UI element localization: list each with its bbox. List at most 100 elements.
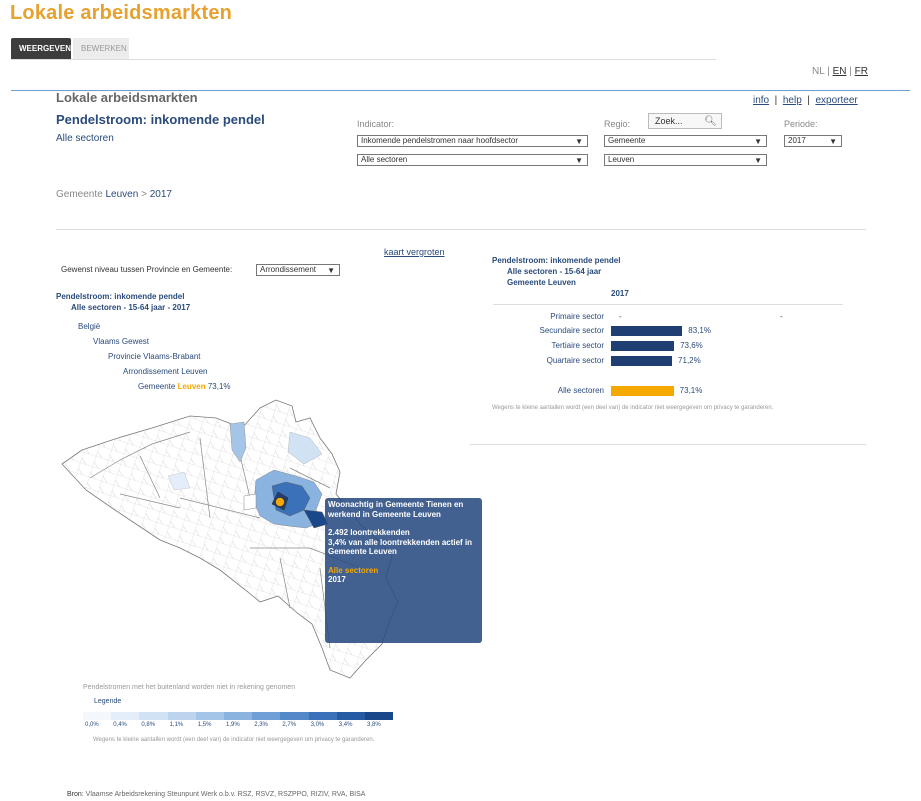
legend-swatch <box>111 712 140 720</box>
highlight-area-north[interactable] <box>229 421 247 463</box>
tree-country[interactable]: België <box>78 322 101 331</box>
tree-municipality-name[interactable]: Leuven <box>177 382 206 391</box>
level-control: Gewenst niveau tussen Provincie en Gemee… <box>61 265 232 274</box>
bar[interactable] <box>611 356 673 366</box>
bar[interactable] <box>611 386 674 396</box>
chart-title-line1: Pendelstroom: inkomende pendel <box>492 256 621 265</box>
dropdown-arrow-icon: ▼ <box>754 137 762 146</box>
dropdown-arrow-icon: ▼ <box>327 266 335 275</box>
lang-fr[interactable]: FR <box>854 66 868 77</box>
info-link[interactable]: info <box>753 95 770 106</box>
tooltip-line1-prefix: Woonachtig in <box>328 500 383 509</box>
regio-label: Regio: <box>604 119 631 129</box>
language-switcher: NL | EN | FR <box>812 66 868 77</box>
regio-type-value: Gemeente <box>608 136 646 145</box>
legend-tick-label: 1,9% <box>226 722 240 728</box>
bar[interactable] <box>611 341 675 351</box>
chart-title-line3: Gemeente Leuven <box>507 278 576 287</box>
leuven-marker[interactable] <box>275 497 285 507</box>
bar-category-label: Tertiaire sector <box>551 341 604 350</box>
bar-category-label: Secundaire sector <box>539 326 604 335</box>
legend-swatch <box>252 712 281 720</box>
tooltip-share-place: Gemeente Leuven <box>328 547 397 556</box>
regio-value: Leuven <box>608 155 635 164</box>
top-links: info | help | exporteer <box>753 95 858 106</box>
legend-swatch <box>223 712 253 720</box>
tooltip-share: 3,4% van alle loontrekkenden actief in <box>328 537 473 547</box>
indicator-title: Pendelstroom: inkomende pendel <box>56 112 265 127</box>
lang-nl[interactable]: NL <box>812 66 825 77</box>
legend-tick-label: 1,1% <box>169 722 184 728</box>
legend-swatch <box>83 712 112 720</box>
lang-en[interactable]: EN <box>832 66 847 77</box>
tab-bewerken[interactable]: BEWERKEN <box>73 38 129 59</box>
sector-subtitle: Alle sectoren <box>56 133 114 144</box>
belgium-map[interactable] <box>60 398 400 683</box>
highlight-area-west[interactable] <box>167 471 191 491</box>
source-label: Bron <box>67 791 82 798</box>
level-select[interactable]: Arrondissement ▼ <box>256 264 340 276</box>
breadcrumb-year: 2017 <box>149 189 172 200</box>
bar-category-label: Quartaire sector <box>546 356 604 365</box>
highlight-area-northeast[interactable] <box>287 431 323 465</box>
bar-value-label: 71,2% <box>678 356 701 365</box>
chart-year-header: 2017 <box>611 289 629 298</box>
legend-swatch <box>280 712 309 720</box>
legend-swatch <box>139 712 168 720</box>
periode-value: 2017 <box>788 136 806 145</box>
legend-title: Legende <box>94 698 122 705</box>
breadcrumb-separator: > <box>141 189 147 200</box>
bar[interactable] <box>611 326 683 336</box>
indicator-select[interactable]: Inkomende pendelstromen naar hoofdsector… <box>357 135 588 147</box>
regio-type-select[interactable]: Gemeente ▼ <box>604 135 767 147</box>
tree-arrondissement[interactable]: Arrondissement Leuven <box>123 367 208 376</box>
tree-municipality-prefix: Gemeente <box>138 382 176 391</box>
bar-value-label: 83,1% <box>688 326 711 335</box>
tooltip-count: 2.492 loontrekkenden <box>328 528 410 537</box>
search-input[interactable]: Zoek... 🔍︎ <box>648 113 722 129</box>
tab-weergeven[interactable]: WEERGEVEN <box>11 38 71 59</box>
tree-municipality-value: 73,1% <box>207 382 231 391</box>
chart-bottom-rule <box>470 444 866 445</box>
map-title-line2: Alle sectoren - 15-64 jaar - 2017 <box>71 303 191 312</box>
legend-tick-label: 3,0% <box>310 722 325 728</box>
periode-select[interactable]: 2017 ▼ <box>784 135 842 147</box>
regio-select[interactable]: Leuven ▼ <box>604 154 767 166</box>
municipality-grid <box>62 400 398 678</box>
export-link[interactable]: exporteer <box>815 95 858 106</box>
legend-tick-label: 2,3% <box>254 722 268 728</box>
chart-title-line2: Alle sectoren - 15-64 jaar <box>507 267 602 276</box>
indicator-label: Indicator: <box>357 119 395 129</box>
legend-tick-label: 0,8% <box>141 722 156 728</box>
header-rule <box>11 90 910 91</box>
legend-swatch <box>195 712 224 720</box>
legend-tick-label: 3,8% <box>367 722 381 728</box>
tree-region[interactable]: Vlaams Gewest <box>93 337 150 346</box>
legend-tick-label: 0,4% <box>113 722 127 728</box>
help-link[interactable]: help <box>782 95 802 106</box>
legend-swatch <box>308 712 337 720</box>
dropdown-arrow-icon: ▼ <box>829 137 837 146</box>
source-note: Bron: Vlaamse Arbeidsrekening Steunpunt … <box>67 791 365 798</box>
sector-select-value: Alle sectoren <box>361 155 408 164</box>
map-tooltip: Woonachtig in Gemeente Tienen en werkend… <box>325 498 482 643</box>
bar-category-label: Alle sectoren <box>557 386 604 395</box>
map-title: Pendelstroom: inkomende pendel Alle sect… <box>56 291 190 313</box>
dropdown-arrow-icon: ▼ <box>575 137 583 146</box>
tree-province[interactable]: Provincie Vlaams-Brabant <box>108 352 201 361</box>
enlarge-map-link[interactable]: kaart vergroten <box>384 247 445 257</box>
legend-swatch <box>167 712 196 720</box>
tooltip-line1-suffix: en <box>453 500 464 509</box>
breadcrumb-prefix: Gemeente <box>56 189 103 200</box>
legend-swatch <box>364 712 394 720</box>
legend-scale <box>83 712 394 720</box>
app-title: Lokale arbeidsmarkten <box>10 2 233 24</box>
sector-select[interactable]: Alle sectoren ▼ <box>357 154 588 166</box>
abroad-footnote: Pendelstromen met het buitenland worden … <box>83 684 296 691</box>
brussels-area[interactable] <box>243 493 257 511</box>
breadcrumb-place[interactable]: Leuven <box>105 189 139 200</box>
page-heading: Lokale arbeidsmarkten <box>56 90 198 105</box>
search-icon[interactable]: 🔍︎ <box>704 116 717 127</box>
tooltip-year: 2017 <box>328 575 346 584</box>
chart-header-rule <box>493 304 843 305</box>
